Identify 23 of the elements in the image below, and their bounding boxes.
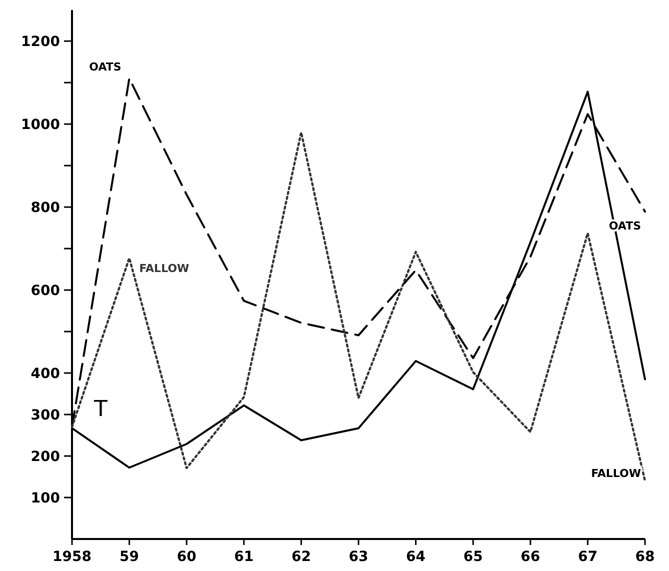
- y-tick-label: 300: [30, 407, 60, 424]
- x-tick-label: 63: [348, 549, 368, 565]
- y-tick-label: 800: [30, 200, 60, 216]
- x-tick-label: 62: [291, 549, 311, 565]
- y-tick-label: 1000: [21, 117, 60, 133]
- y-tick-label: 200: [30, 448, 60, 465]
- x-tick-label: 60: [176, 549, 197, 565]
- y-tick-label: 100: [30, 490, 60, 506]
- x-tick-label: 1958: [52, 549, 92, 565]
- x-tick-label: 67: [578, 549, 598, 565]
- y-tick-label: 600: [30, 282, 60, 299]
- y-tick-label: 400: [30, 366, 60, 382]
- x-tick-label: 64: [406, 549, 426, 565]
- series-label: OATS: [89, 60, 122, 74]
- series-label: FALLOW: [139, 262, 190, 276]
- x-tick-label: 66: [520, 549, 540, 565]
- x-tick-label: 59: [120, 549, 140, 565]
- x-tick-label: 65: [463, 549, 483, 565]
- y-tick-label: 1200: [21, 34, 60, 50]
- annotation: FALLOW: [591, 466, 641, 480]
- x-tick-label: 68: [635, 549, 655, 565]
- x-tick-label: 61: [234, 549, 254, 565]
- series-label: T: [93, 397, 108, 422]
